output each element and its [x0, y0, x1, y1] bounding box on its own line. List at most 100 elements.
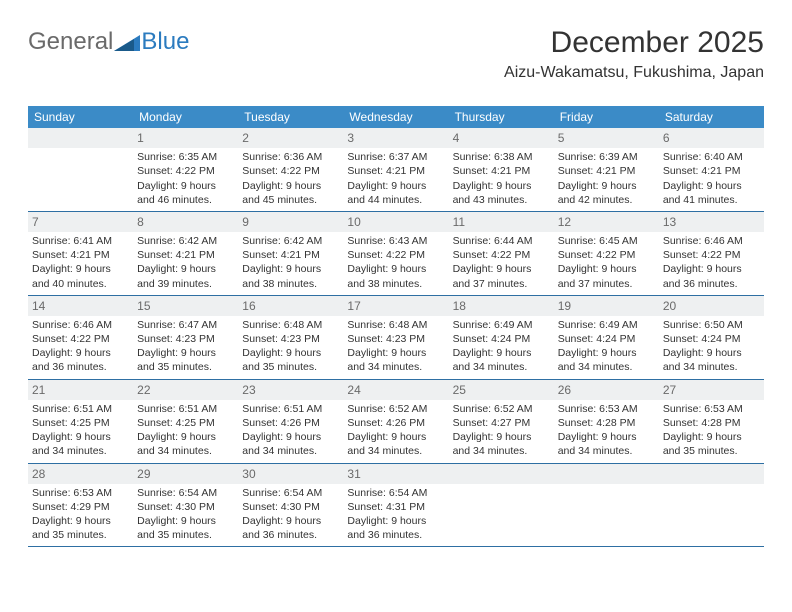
day-number: 4	[449, 128, 554, 148]
daylight-text: Daylight: 9 hours and 37 minutes.	[453, 262, 550, 290]
location-subtitle: Aizu-Wakamatsu, Fukushima, Japan	[504, 64, 764, 82]
sunrise-text: Sunrise: 6:41 AM	[32, 234, 129, 248]
sunrise-text: Sunrise: 6:46 AM	[32, 318, 129, 332]
day-cell: 6Sunrise: 6:40 AMSunset: 4:21 PMDaylight…	[659, 128, 764, 211]
day-number: 16	[238, 296, 343, 316]
daylight-text: Daylight: 9 hours and 34 minutes.	[242, 430, 339, 458]
sunset-text: Sunset: 4:31 PM	[347, 500, 444, 514]
day-number: 28	[28, 464, 133, 484]
day-cell: 27Sunrise: 6:53 AMSunset: 4:28 PMDayligh…	[659, 380, 764, 463]
day-number: 15	[133, 296, 238, 316]
sunrise-text: Sunrise: 6:53 AM	[32, 486, 129, 500]
sunset-text: Sunset: 4:26 PM	[242, 416, 339, 430]
sunset-text: Sunset: 4:28 PM	[558, 416, 655, 430]
sunset-text: Sunset: 4:21 PM	[558, 164, 655, 178]
day-number: 7	[28, 212, 133, 232]
day-cell: 15Sunrise: 6:47 AMSunset: 4:23 PMDayligh…	[133, 296, 238, 379]
sunrise-text: Sunrise: 6:53 AM	[558, 402, 655, 416]
day-number: 25	[449, 380, 554, 400]
calendar-grid: SundayMondayTuesdayWednesdayThursdayFrid…	[28, 106, 764, 547]
sunrise-text: Sunrise: 6:48 AM	[242, 318, 339, 332]
brand-logo: General Blue	[28, 28, 189, 56]
sunset-text: Sunset: 4:22 PM	[137, 164, 234, 178]
day-cell: 3Sunrise: 6:37 AMSunset: 4:21 PMDaylight…	[343, 128, 448, 211]
day-cell: 22Sunrise: 6:51 AMSunset: 4:25 PMDayligh…	[133, 380, 238, 463]
day-number: 31	[343, 464, 448, 484]
daylight-text: Daylight: 9 hours and 35 minutes.	[663, 430, 760, 458]
sunset-text: Sunset: 4:23 PM	[347, 332, 444, 346]
daylight-text: Daylight: 9 hours and 39 minutes.	[137, 262, 234, 290]
day-number: 12	[554, 212, 659, 232]
daylight-text: Daylight: 9 hours and 35 minutes.	[137, 514, 234, 542]
daylight-text: Daylight: 9 hours and 46 minutes.	[137, 179, 234, 207]
daylight-text: Daylight: 9 hours and 37 minutes.	[558, 262, 655, 290]
day-number: 8	[133, 212, 238, 232]
day-cell: 29Sunrise: 6:54 AMSunset: 4:30 PMDayligh…	[133, 464, 238, 547]
sunrise-text: Sunrise: 6:52 AM	[453, 402, 550, 416]
day-number: 19	[554, 296, 659, 316]
sunrise-text: Sunrise: 6:51 AM	[242, 402, 339, 416]
day-number: 1	[133, 128, 238, 148]
daylight-text: Daylight: 9 hours and 38 minutes.	[242, 262, 339, 290]
sunrise-text: Sunrise: 6:50 AM	[663, 318, 760, 332]
brand-triangle-icon	[114, 33, 140, 51]
sunrise-text: Sunrise: 6:35 AM	[137, 150, 234, 164]
sunset-text: Sunset: 4:25 PM	[137, 416, 234, 430]
daylight-text: Daylight: 9 hours and 36 minutes.	[663, 262, 760, 290]
weekday-header: Saturday	[659, 106, 764, 128]
day-number: 21	[28, 380, 133, 400]
day-number: 14	[28, 296, 133, 316]
sunset-text: Sunset: 4:30 PM	[242, 500, 339, 514]
day-cell: 17Sunrise: 6:48 AMSunset: 4:23 PMDayligh…	[343, 296, 448, 379]
day-cell: 30 Sunrise: 6:54 AMSunset: 4:30 PMDayligh…	[238, 464, 343, 547]
daylight-text: Daylight: 9 hours and 34 minutes.	[453, 430, 550, 458]
sunset-text: Sunset: 4:21 PM	[347, 164, 444, 178]
day-number: 30	[238, 464, 343, 484]
sunset-text: Sunset: 4:26 PM	[347, 416, 444, 430]
day-cell: 14Sunrise: 6:46 AMSunset: 4:22 PMDayligh…	[28, 296, 133, 379]
day-number: 11	[449, 212, 554, 232]
day-number: 29	[133, 464, 238, 484]
sunset-text: Sunset: 4:23 PM	[242, 332, 339, 346]
sunrise-text: Sunrise: 6:52 AM	[347, 402, 444, 416]
day-cell: 11Sunrise: 6:44 AMSunset: 4:22 PMDayligh…	[449, 212, 554, 295]
month-title: December 2025	[504, 26, 764, 60]
sunrise-text: Sunrise: 6:49 AM	[558, 318, 655, 332]
weekday-header: Thursday	[449, 106, 554, 128]
sunrise-text: Sunrise: 6:53 AM	[663, 402, 760, 416]
day-cell: 19Sunrise: 6:49 AMSunset: 4:24 PMDayligh…	[554, 296, 659, 379]
day-cell: 2Sunrise: 6:36 AMSunset: 4:22 PMDaylight…	[238, 128, 343, 211]
daylight-text: Daylight: 9 hours and 34 minutes.	[453, 346, 550, 374]
day-cell: 12 Sunrise: 6:45 AMSunset: 4:22 PMDayligh…	[554, 212, 659, 295]
weekday-header: Friday	[554, 106, 659, 128]
daylight-text: Daylight: 9 hours and 35 minutes.	[32, 514, 129, 542]
day-number: 24	[343, 380, 448, 400]
day-cell: 26Sunrise: 6:53 AMSunset: 4:28 PMDayligh…	[554, 380, 659, 463]
brand-general-text: General	[28, 28, 113, 56]
sunset-text: Sunset: 4:24 PM	[453, 332, 550, 346]
week-row: 28Sunrise: 6:53 AMSunset: 4:29 PMDayligh…	[28, 464, 764, 548]
week-row: 1 Sunrise: 6:35 AMSunset: 4:22 PMDaylight…	[28, 128, 764, 212]
day-cell: 13Sunrise: 6:46 AMSunset: 4:22 PMDayligh…	[659, 212, 764, 295]
sunrise-text: Sunrise: 6:42 AM	[242, 234, 339, 248]
sunrise-text: Sunrise: 6:45 AM	[558, 234, 655, 248]
daylight-text: Daylight: 9 hours and 34 minutes.	[32, 430, 129, 458]
day-number: 18	[449, 296, 554, 316]
weekday-header-row: SundayMondayTuesdayWednesdayThursdayFrid…	[28, 106, 764, 128]
day-number: 23	[238, 380, 343, 400]
day-number: 20	[659, 296, 764, 316]
sunrise-text: Sunrise: 6:37 AM	[347, 150, 444, 164]
daylight-text: Daylight: 9 hours and 36 minutes.	[242, 514, 339, 542]
sunrise-text: Sunrise: 6:40 AM	[663, 150, 760, 164]
day-cell: 20Sunrise: 6:50 AMSunset: 4:24 PMDayligh…	[659, 296, 764, 379]
daylight-text: Daylight: 9 hours and 34 minutes.	[347, 430, 444, 458]
day-number	[659, 464, 764, 484]
sunset-text: Sunset: 4:22 PM	[558, 248, 655, 262]
sunset-text: Sunset: 4:21 PM	[32, 248, 129, 262]
day-cell: 4Sunrise: 6:38 AMSunset: 4:21 PMDaylight…	[449, 128, 554, 211]
sunset-text: Sunset: 4:22 PM	[663, 248, 760, 262]
weekday-header: Monday	[133, 106, 238, 128]
weekday-header: Sunday	[28, 106, 133, 128]
sunrise-text: Sunrise: 6:54 AM	[242, 486, 339, 500]
week-row: 14Sunrise: 6:46 AMSunset: 4:22 PMDayligh…	[28, 296, 764, 380]
